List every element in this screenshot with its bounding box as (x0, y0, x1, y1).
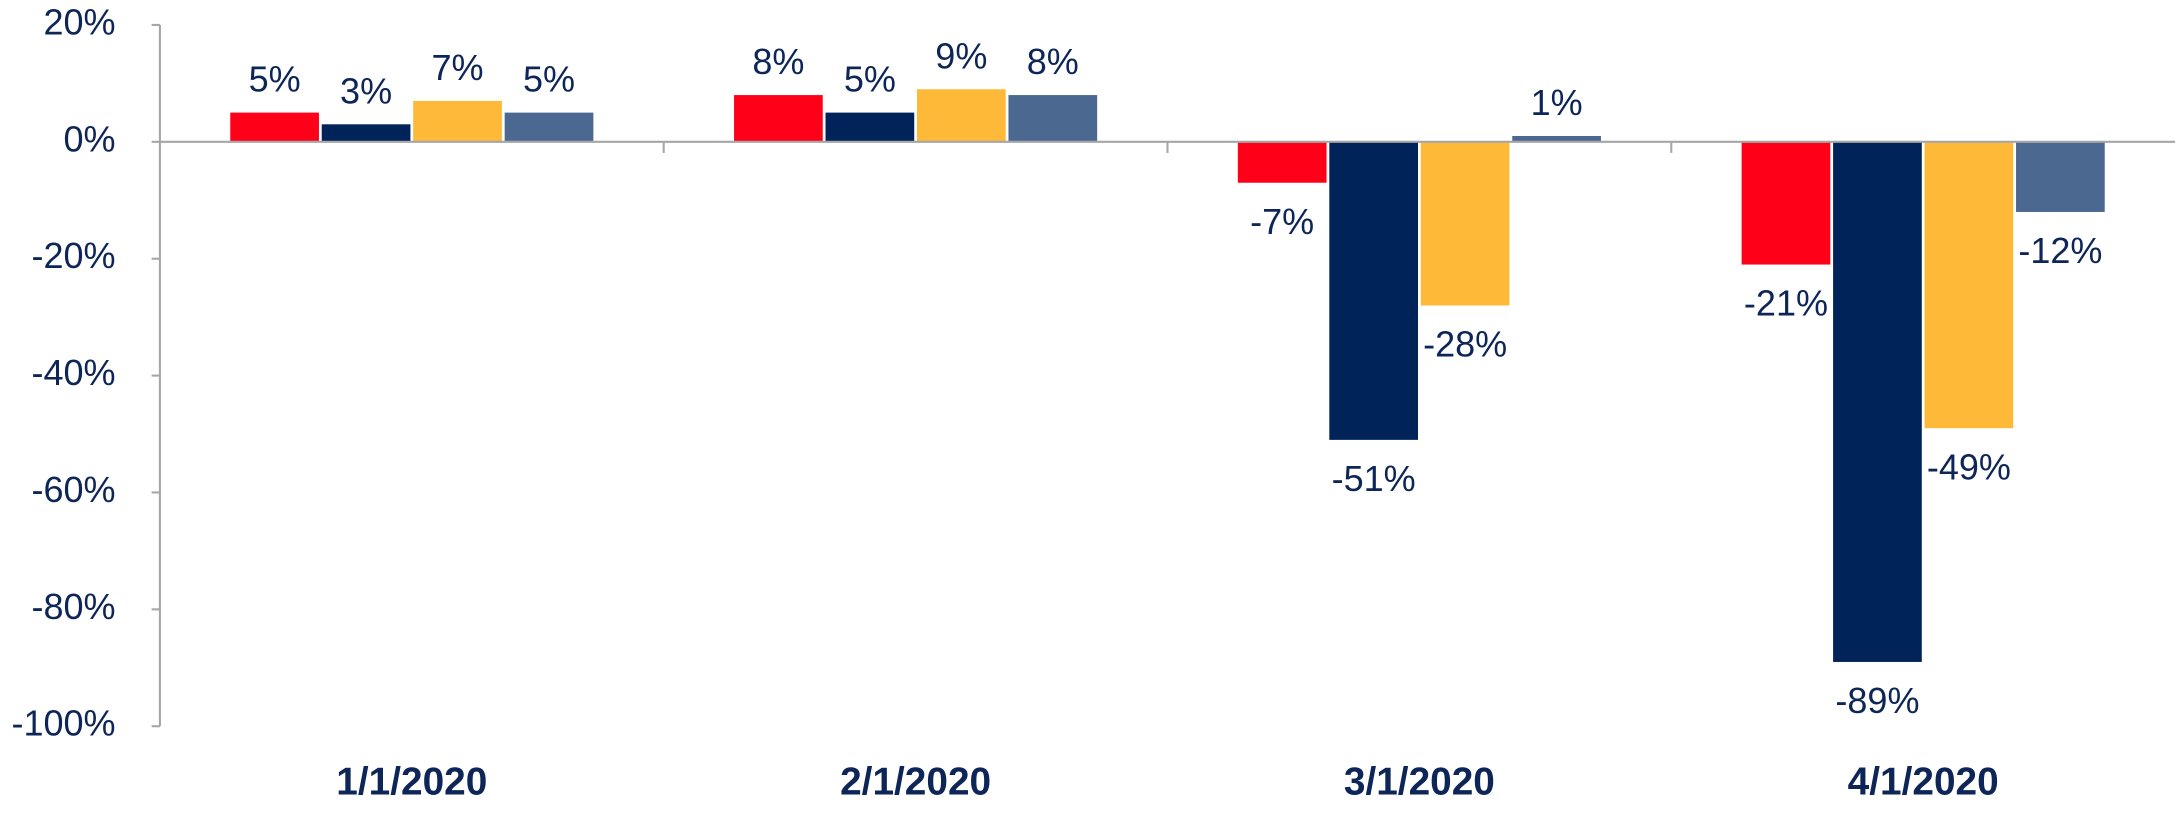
data-label: -89% (1835, 680, 1919, 721)
data-label: 8% (1027, 41, 1079, 82)
data-label: 7% (432, 47, 484, 88)
bar (1512, 135, 1601, 142)
bar (1329, 141, 1419, 440)
y-tick-label: -80% (31, 586, 115, 627)
bar (916, 89, 1006, 142)
bar (734, 95, 823, 142)
y-tick-label: -60% (31, 469, 115, 510)
bar (1008, 95, 1098, 142)
bar (321, 124, 411, 142)
x-tick-label: 4/1/2020 (1848, 761, 1999, 804)
bar (825, 112, 915, 142)
x-tick-label: 1/1/2020 (336, 761, 487, 804)
y-tick-label: 0% (64, 118, 116, 159)
y-tick-label: -20% (31, 235, 115, 276)
bar (230, 112, 319, 142)
data-label: 5% (844, 59, 896, 100)
data-label: -51% (1332, 458, 1416, 499)
data-label: -28% (1423, 324, 1507, 365)
bar (1924, 141, 2014, 429)
data-label: -7% (1250, 201, 1314, 242)
data-label: -12% (2018, 230, 2102, 271)
y-tick-label: -40% (31, 352, 115, 393)
data-label: -49% (1927, 446, 2011, 487)
data-label: 8% (752, 41, 804, 82)
x-tick-label: 3/1/2020 (1344, 761, 1495, 804)
y-tick-label: 20% (43, 1, 115, 42)
bar (1833, 141, 1922, 662)
bar (1741, 141, 1831, 265)
bar (2016, 141, 2105, 212)
data-label: 5% (523, 59, 575, 100)
x-tick-label: 2/1/2020 (840, 761, 991, 804)
data-label: -21% (1744, 283, 1828, 324)
data-label: 9% (935, 35, 987, 76)
bar (413, 100, 502, 142)
bar (1237, 141, 1327, 183)
bar (1420, 141, 1510, 306)
data-label: 3% (340, 70, 392, 111)
bar (504, 112, 594, 142)
data-label: 5% (249, 59, 301, 100)
y-tick-label: -100% (11, 703, 115, 744)
data-label: 1% (1531, 82, 1583, 123)
